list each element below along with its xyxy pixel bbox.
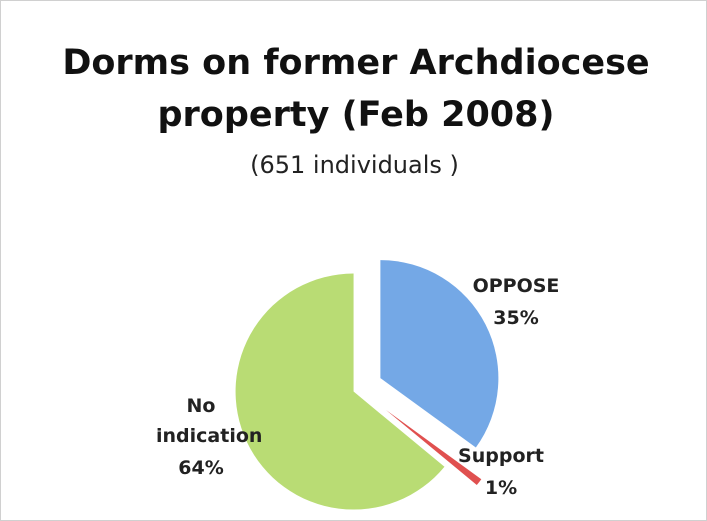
pie-slice: [235, 273, 445, 510]
pie-slice: [380, 260, 499, 448]
chart-title: Dorms on former Archdiocese property (Fe…: [62, 43, 650, 135]
slice-label: OPPOSE: [472, 275, 560, 297]
chart-subtitle: (651 individuals ): [250, 151, 459, 179]
slice-label: Support: [458, 445, 544, 467]
slice-value-label: 64%: [178, 457, 224, 479]
pie-slice: [385, 409, 482, 486]
slice-value-label: 35%: [493, 307, 539, 329]
slice-label: No indication: [156, 395, 263, 447]
slice-value-label: 1%: [484, 477, 518, 499]
